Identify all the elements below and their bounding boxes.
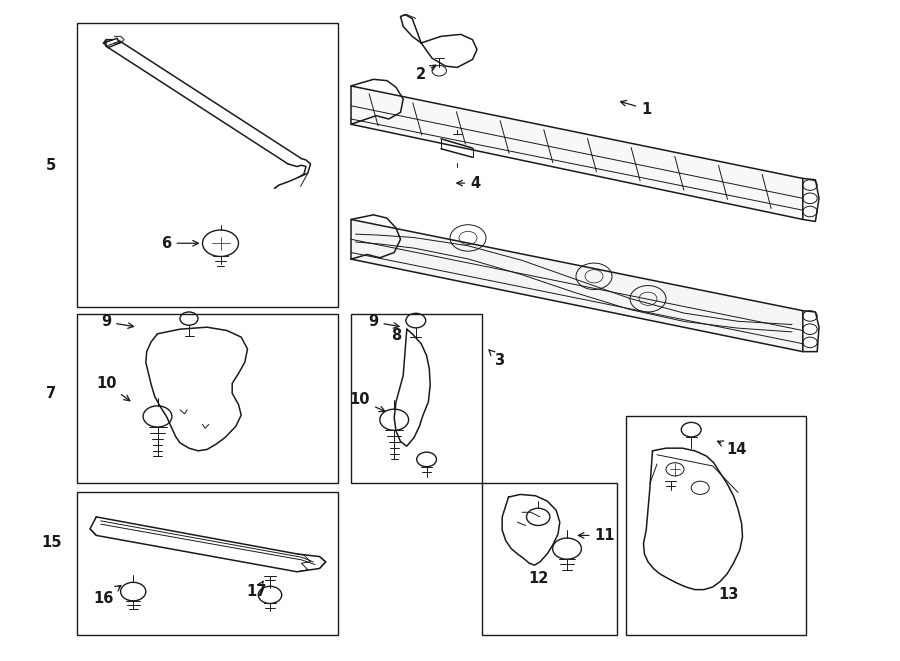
- Bar: [76, 23, 338, 307]
- Text: 1: 1: [620, 100, 652, 116]
- Text: 10: 10: [96, 376, 130, 401]
- Text: 5: 5: [46, 158, 57, 173]
- Bar: [482, 483, 616, 635]
- Text: 15: 15: [41, 535, 61, 549]
- Text: 3: 3: [489, 350, 505, 368]
- Text: 13: 13: [719, 588, 739, 602]
- Polygon shape: [351, 86, 803, 219]
- Text: 17: 17: [247, 581, 266, 599]
- Text: 9: 9: [101, 315, 133, 329]
- Bar: [626, 416, 806, 635]
- Polygon shape: [351, 219, 803, 352]
- Text: 11: 11: [579, 528, 615, 543]
- Bar: [351, 314, 482, 483]
- Text: 16: 16: [94, 586, 121, 605]
- Text: 10: 10: [350, 393, 385, 412]
- Text: 4: 4: [457, 176, 481, 190]
- Bar: [76, 314, 338, 483]
- Text: 8: 8: [391, 328, 401, 342]
- Text: 6: 6: [161, 236, 198, 251]
- Text: 9: 9: [368, 315, 399, 329]
- Text: 7: 7: [46, 386, 57, 401]
- Text: 14: 14: [717, 441, 746, 457]
- Text: 2: 2: [416, 65, 436, 82]
- Bar: [76, 492, 338, 635]
- Text: 12: 12: [528, 571, 548, 586]
